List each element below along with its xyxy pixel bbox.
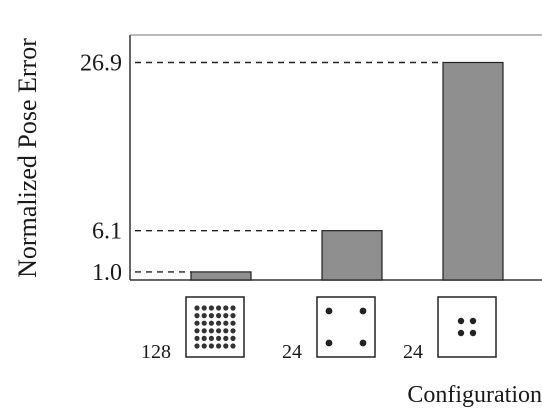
bar bbox=[442, 61, 504, 281]
category-label: 128 bbox=[141, 341, 171, 363]
x-axis-label: Configuration bbox=[407, 382, 542, 408]
y-axis-label: Normalized Pose Error bbox=[13, 38, 42, 278]
bars bbox=[190, 61, 504, 281]
y-tick-label: 26.9 bbox=[80, 50, 122, 76]
configuration-icons bbox=[185, 296, 497, 358]
reference-lines bbox=[135, 61, 443, 273]
y-tick-label: 1.0 bbox=[92, 260, 122, 286]
y-tick-label: 6.1 bbox=[92, 219, 122, 245]
four-corner-dots-icon bbox=[316, 296, 376, 358]
category-label: 24 bbox=[403, 341, 423, 363]
bar bbox=[190, 271, 252, 281]
y-tick-labels: 1.0 6.1 26.9 bbox=[80, 50, 122, 285]
category-label: 24 bbox=[282, 341, 302, 363]
bar bbox=[321, 230, 383, 281]
dense-8x6-grid-icon bbox=[185, 296, 245, 358]
four-center-dots-icon bbox=[437, 296, 497, 358]
category-labels: 128 24 24 bbox=[141, 341, 423, 363]
